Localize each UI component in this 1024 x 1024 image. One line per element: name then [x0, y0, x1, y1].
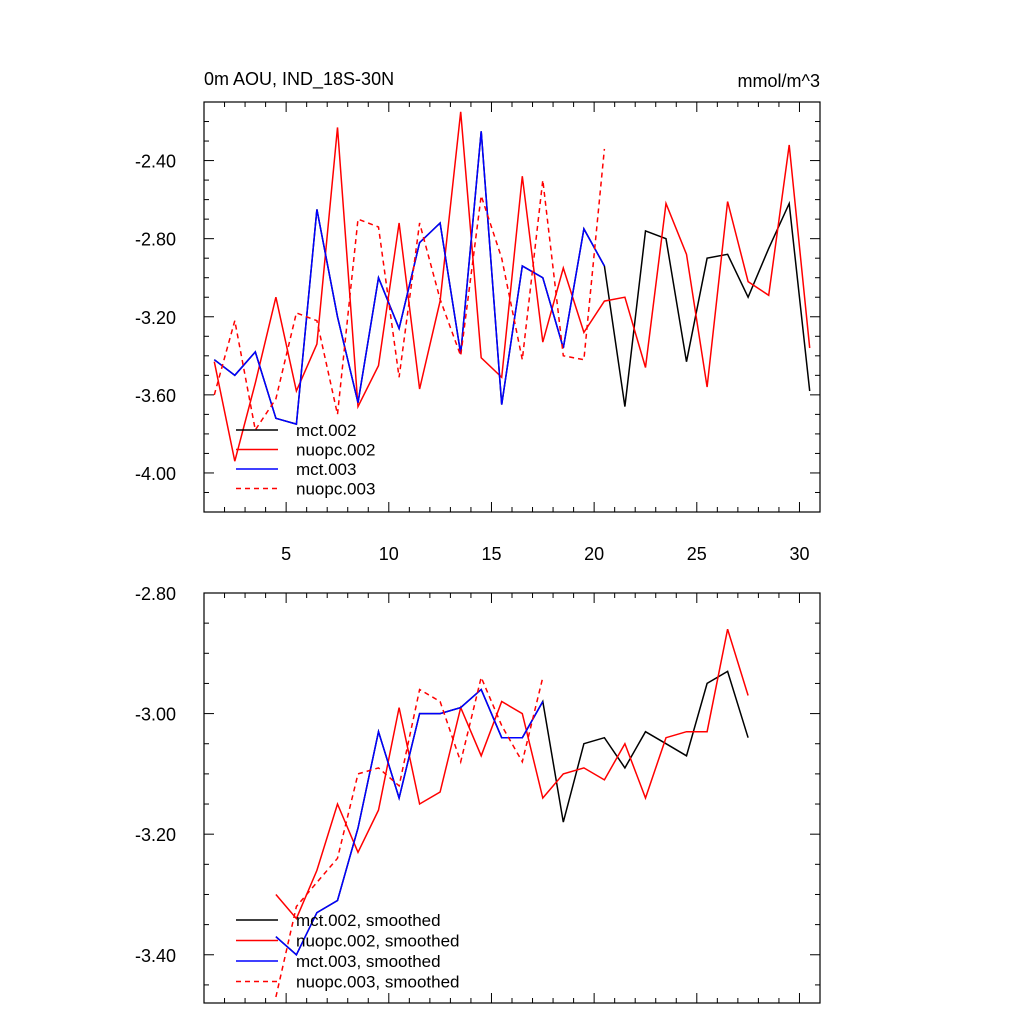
- y-tick-label: -2.80: [135, 230, 176, 250]
- series-line-nuopc-003-smoothed: [275, 675, 544, 998]
- series-line-nuopc-002: [213, 111, 811, 462]
- top-panel-title: 0m AOU, IND_18S-30N: [204, 69, 394, 90]
- series-line-mct-003: [213, 131, 606, 426]
- top-axes: 5 10 15 20 25 30 -4.00 -3.60 -3.20 -2.80 -2.40: [135, 101, 821, 564]
- legend-label: nuopc.002: [296, 441, 375, 460]
- top-series: [213, 111, 811, 462]
- top-panel: 0m AOU, IND_18S-30N mmol/m^3 5 10 15 20 25 30…: [135, 69, 821, 564]
- top-panel-units: mmol/m^3: [738, 71, 820, 91]
- legend-label: nuopc.003, smoothed: [296, 973, 460, 992]
- legend-label: mct.003: [296, 460, 356, 479]
- legend-label: mct.002: [296, 421, 356, 440]
- bottom-legend: mct.002, smoothed nuopc.002, smoothedmct.…: [236, 911, 460, 992]
- y-tick-label: -2.80: [135, 584, 176, 604]
- legend-label: mct.003, smoothed: [296, 952, 441, 971]
- bottom-plot-frame: [203, 592, 821, 1004]
- legend-label: mct.002, smoothed: [296, 911, 441, 930]
- x-tick-label: 10: [379, 544, 399, 564]
- x-tick-label: 5: [281, 544, 291, 564]
- series-line-nuopc-002-smoothed: [275, 628, 749, 921]
- y-tick-label: -3.20: [135, 825, 176, 845]
- y-tick-label: -3.20: [135, 308, 176, 328]
- bottom-series: [275, 628, 749, 998]
- y-tick-label: -2.40: [135, 152, 176, 172]
- x-tick-label: 25: [687, 544, 707, 564]
- y-tick-label: -3.00: [135, 705, 176, 725]
- series-line-nuopc-003: [213, 148, 606, 432]
- x-tick-label: 20: [584, 544, 604, 564]
- legend-label: nuopc.002, smoothed: [296, 932, 460, 951]
- x-tick-label: 30: [789, 544, 809, 564]
- legend-label: nuopc.003: [296, 480, 375, 499]
- series-line-mct-003-smoothed: [275, 688, 544, 957]
- y-tick-label: -4.00: [135, 464, 176, 484]
- bottom-panel: -3.40 -3.20 -3.00 -2.80 mct.002, smoothed nu…: [135, 584, 821, 1004]
- bottom-axes: -3.40 -3.20 -3.00 -2.80: [135, 584, 821, 1003]
- top-plot-frame: [203, 101, 821, 513]
- y-tick-label: -3.60: [135, 386, 176, 406]
- x-tick-label: 15: [481, 544, 501, 564]
- y-tick-label: -3.40: [135, 946, 176, 966]
